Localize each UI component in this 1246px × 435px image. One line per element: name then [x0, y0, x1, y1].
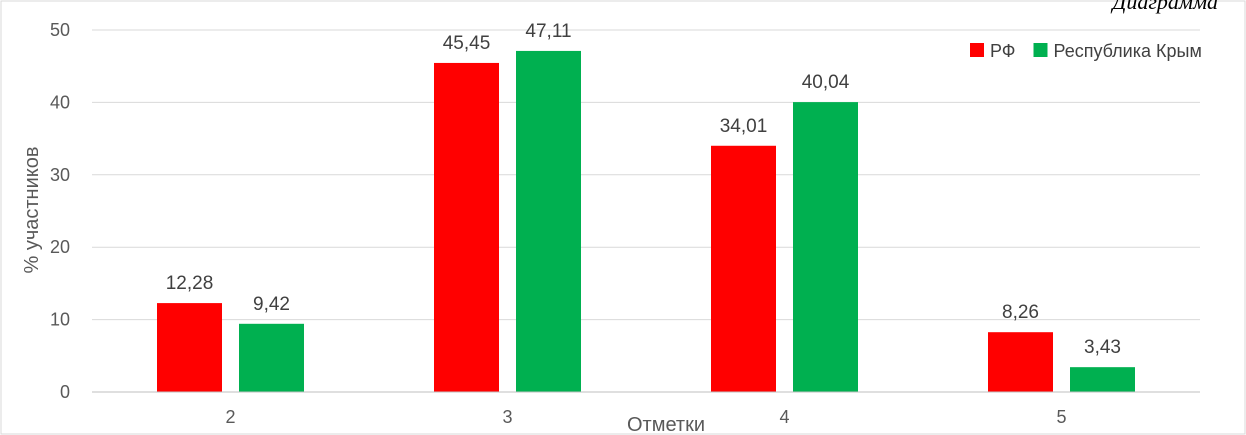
legend-swatch	[970, 43, 984, 57]
bars	[157, 50, 1135, 393]
bar	[434, 62, 499, 392]
y-tick-label: 40	[50, 92, 70, 112]
data-labels: 12,28 9,42 45,45 47,11 34,01 40,04 8,26 3,43	[166, 21, 1121, 358]
legend-label: РФ	[990, 41, 1016, 61]
gridlines	[92, 29, 1200, 321]
bar	[988, 332, 1053, 392]
bar	[516, 50, 581, 393]
bar	[793, 102, 858, 392]
legend-label: Республика Крым	[1054, 41, 1202, 61]
data-label: 12,28	[166, 273, 214, 294]
y-tick-label: 10	[50, 310, 70, 330]
x-axis-title: Отметки	[627, 414, 705, 435]
data-label: 8,26	[1002, 302, 1039, 323]
data-label: 45,45	[443, 33, 491, 54]
bar	[711, 145, 776, 392]
legend: РФ Республика Крым	[970, 41, 1202, 61]
data-label: 3,43	[1084, 337, 1121, 358]
legend-swatch	[1033, 43, 1048, 57]
x-axis-ticks: 2 3 4 5	[225, 407, 1066, 427]
x-tick-label: 5	[1056, 407, 1066, 427]
x-tick-label: 3	[502, 407, 512, 427]
bar	[157, 303, 222, 392]
data-label: 34,01	[720, 116, 768, 137]
data-label: 40,04	[802, 72, 850, 93]
header-cutoff-text: Диаграмма	[1110, 0, 1218, 14]
y-tick-label: 20	[50, 237, 70, 257]
x-tick-label: 4	[779, 407, 789, 427]
y-axis-title: % участников	[21, 147, 43, 274]
data-label: 47,11	[525, 21, 571, 42]
y-tick-label: 0	[60, 382, 70, 402]
bar	[239, 323, 304, 392]
y-axis-ticks: 0 10 20 30 40 50	[50, 20, 70, 402]
data-label: 9,42	[253, 294, 290, 315]
bar	[1070, 367, 1135, 392]
y-tick-label: 30	[50, 165, 70, 185]
x-tick-label: 2	[225, 407, 235, 427]
y-tick-label: 50	[50, 20, 70, 40]
